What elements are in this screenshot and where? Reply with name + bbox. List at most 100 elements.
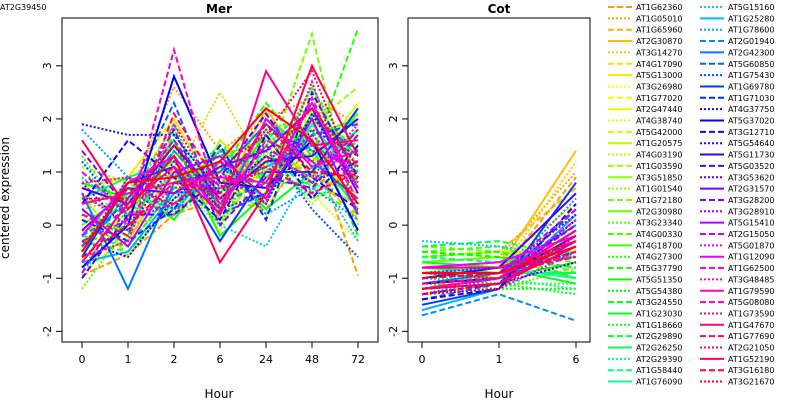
legend-entry-label: AT1G18660 [636, 321, 682, 330]
legend-entry-label: AT1G20575 [636, 139, 682, 148]
series-line-mer-at4g00330 [81, 127, 359, 217]
legend-entry-label: AT1G62360 [636, 3, 682, 12]
legend-entry-label: AT3G14270 [636, 48, 682, 57]
series-line-mer-at2g39450 [81, 106, 359, 253]
panel-title-mer: Mer [206, 2, 232, 16]
series-line-mer-at5g01870 [81, 133, 359, 227]
mer-axes: -2 -1 0 1 2 3 0 1 2 6 24 48 72 [41, 62, 365, 366]
legend-entry-label: AT2G15050 [728, 230, 774, 239]
legend-entry-label: AT1G52190 [728, 355, 774, 364]
legend-entry-label: AT2G31570 [728, 185, 774, 194]
legend-entry-label: AT1G62500 [728, 264, 774, 273]
panel-cot: Cot -2 -1 0 1 2 3 0 1 6 Hour [387, 2, 591, 400]
legend-entry-label: AT3G28200 [728, 196, 774, 205]
series-line-cot-at2g29890 [421, 240, 577, 258]
y-tick-label-cot: -2 [387, 326, 400, 337]
y-axis-label: centered expression [0, 137, 12, 259]
x-axis-label-cot: Hour [485, 387, 514, 400]
legend-entry-label: AT1G23030 [636, 309, 682, 318]
legend-entry-label: AT5G03520 [728, 162, 774, 171]
series-line-mer-at1g78600 [81, 128, 359, 221]
y-tick-label-cot: -1 [387, 273, 400, 284]
legend-entry-label: AT3G51850 [636, 173, 682, 182]
series-line-mer-at3g21670 [82, 106, 359, 211]
legend-entry-label: AT1G65960 [636, 26, 682, 35]
series-line-cot-at5g37790 [421, 250, 577, 280]
legend-entry-label: AT3G21670 [728, 378, 774, 387]
x-tick-label-cot: 1 [496, 353, 503, 366]
legend-entry-label: AT4G00330 [636, 230, 682, 239]
panel-title-cot: Cot [488, 2, 511, 16]
legend-entry-label: AT4G03190 [636, 151, 682, 160]
legend-entry-label: AT1G75430 [728, 71, 774, 80]
legend-entry-label: AT3G53620 [728, 173, 774, 182]
x-tick-label-mer: 0 [79, 353, 86, 366]
series-line-cot-at1g12090 [421, 234, 577, 269]
series-line-mer-at5g15410 [81, 116, 359, 248]
legend-entry-label: AT5G01870 [728, 241, 774, 250]
legend-entry-label: AT2G01940 [728, 37, 774, 46]
series-line-cot-at2g01940 [421, 293, 577, 322]
legend-entry-label: AT2G47440 [636, 105, 682, 114]
legend-entry-label: AT5G42000 [636, 128, 682, 137]
legend-entry-label: AT5G11730 [728, 151, 774, 160]
x-tick-label-mer: 72 [351, 353, 365, 366]
legend-entry-label: AT1G69780 [728, 82, 774, 91]
legend-entry-label: AT2G30980 [636, 207, 682, 216]
x-tick-label-mer: 2 [171, 353, 178, 366]
legend-entry-label: AT5G15410 [728, 219, 774, 228]
cot-lines [421, 150, 577, 322]
series-line-mer-at1g47670 [81, 68, 359, 263]
y-tick-label-cot: 0 [387, 222, 400, 229]
legend-entry-label: AT5G54380 [636, 287, 682, 296]
series-line-cot-at3g24550 [421, 250, 577, 269]
legend-entry-label: AT2G26250 [636, 344, 682, 353]
legend-entry-label: AT2G29890 [636, 332, 682, 341]
legend-entry-label: AT3G12710 [728, 128, 774, 137]
legend-entry-label: AT1G73590 [728, 309, 774, 318]
legend-entry-label: AT2G39450 [0, 3, 46, 12]
legend: AT1G62360 AT1G05010 AT1G65960 AT2G30870 AT3G… [0, 3, 774, 387]
legend-entry-label: AT1G77690 [728, 332, 774, 341]
legend-entry-label: AT2G42300 [728, 48, 774, 57]
x-tick-label-mer: 1 [125, 353, 132, 366]
legend-entry-label: AT5G08080 [728, 298, 774, 307]
y-tick-label-mer: -2 [41, 326, 54, 337]
series-line-mer-at3g12710 [81, 133, 359, 222]
x-tick-label-mer: 24 [259, 353, 273, 366]
series-line-mer-at5g08080 [81, 46, 358, 243]
legend-entry-label: AT1G79590 [728, 287, 774, 296]
panel-mer: Mer -2 -1 0 1 2 3 0 1 2 6 24 48 72 Hour [41, 2, 379, 400]
legend-entry-label: AT1G01540 [636, 185, 682, 194]
legend-entry-label: AT5G37020 [728, 117, 774, 126]
y-tick-label-mer: 2 [41, 115, 54, 122]
series-line-cot-at2g21050 [421, 229, 577, 280]
series-line-mer-at1g77690 [81, 111, 359, 238]
series-line-mer-at5g54640 [81, 111, 359, 259]
series-line-cot-at1g52190 [421, 245, 577, 290]
legend-entry-label: AT2G30870 [636, 37, 682, 46]
legend-entry-label: AT2G21050 [728, 344, 774, 353]
legend-entry-label: AT4G27300 [636, 253, 682, 262]
legend-entry-label: AT4G18700 [636, 241, 682, 250]
series-line-mer-at2g21050 [81, 69, 359, 248]
y-tick-label-cot: 3 [387, 62, 400, 69]
series-line-mer-at3g16180 [81, 122, 359, 258]
y-tick-label-mer: 3 [41, 62, 54, 69]
legend-entry-label: AT3G28910 [728, 207, 774, 216]
series-line-mer-at2g15050 [81, 128, 359, 274]
series-line-mer-at3g48485 [81, 121, 359, 258]
legend-entry-label: AT3G23340 [636, 219, 682, 228]
mer-lines [81, 28, 359, 292]
series-line-mer-at2g31570 [81, 106, 359, 232]
legend-entry-label: AT1G25280 [728, 14, 774, 23]
y-tick-label-cot: 2 [387, 115, 400, 122]
legend-entry-label: AT1G03590 [636, 162, 682, 171]
x-tick-label-mer: 6 [217, 353, 224, 366]
x-tick-label-mer: 48 [305, 353, 319, 366]
x-tick-label-cot: 6 [573, 353, 580, 366]
legend-entry-label: AT1G77020 [636, 94, 682, 103]
legend-entry-label: AT1G05010 [636, 14, 682, 23]
series-line-mer-at4g27300 [81, 154, 359, 222]
